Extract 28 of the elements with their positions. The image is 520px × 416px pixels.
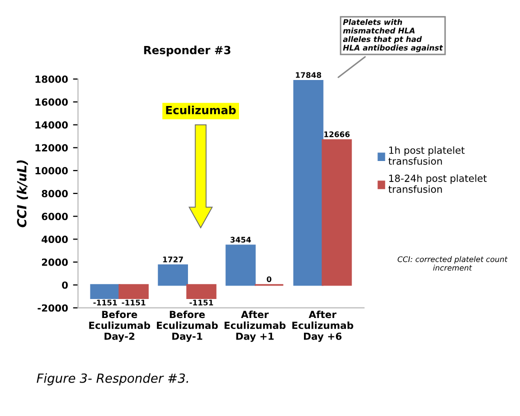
y-tick-label: -2000 (38, 304, 68, 312)
caption: Figure 3- Responder #3. (36, 373, 188, 386)
bar (226, 244, 256, 286)
y-tick-label: 10000 (36, 167, 68, 174)
y-tick-label: 8000 (42, 190, 68, 198)
y-tick-label: 12000 (36, 144, 68, 152)
chart-title: Responder #3 (144, 46, 230, 56)
y-tick-label: 4000 (42, 236, 68, 244)
x-tick-label: After Eculizumab Day +1 (224, 310, 286, 342)
bar (293, 80, 324, 286)
legend-label: 18-24h post platelet transfusion (388, 174, 487, 193)
legend-label: 1h post platelet transfusion (388, 146, 465, 165)
y-tick-label: 2000 (42, 258, 68, 266)
bar (322, 139, 352, 286)
bar (118, 284, 149, 299)
bar (158, 264, 188, 286)
y-tick-label: 18000 (36, 76, 68, 83)
y-axis-title: CCI (k/uL) (16, 160, 28, 228)
y-tick-label: 0 (62, 281, 68, 289)
annotation: Eculizumab (166, 106, 236, 114)
bar (90, 284, 120, 299)
x-tick-label: Before Eculizumab Day-2 (89, 310, 150, 342)
y-tick-label: 14000 (36, 121, 68, 129)
bar (186, 284, 216, 299)
y-tick-label: 6000 (42, 212, 68, 220)
y-tick-label: 16000 (36, 98, 68, 106)
x-tick-label: Before Eculizumab Day-1 (156, 310, 218, 342)
x-tick-label: After Eculizumab Day +6 (292, 310, 354, 342)
